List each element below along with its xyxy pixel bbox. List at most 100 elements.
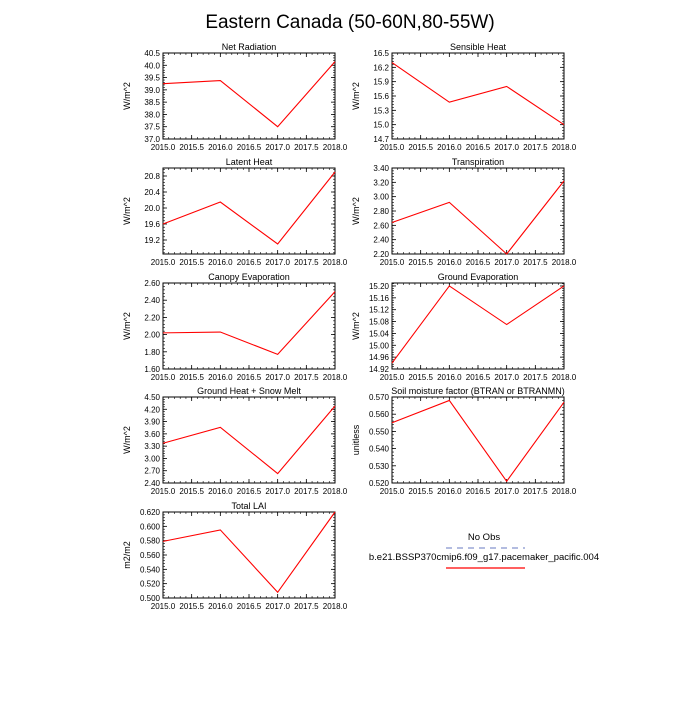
y-tick-label: 15.16 [369,294,390,303]
y-tick-label: 0.520 [140,580,161,589]
y-tick-label: 3.00 [144,454,160,463]
x-tick-label: 2017.0 [494,373,519,382]
x-tick-label: 2016.5 [466,373,491,382]
x-tick-label: 2015.0 [380,373,405,382]
x-tick-label: 2016.5 [237,602,262,611]
y-tick-label: 3.30 [144,442,160,451]
y-axis-label: W/m^2 [351,82,361,110]
y-tick-label: 19.2 [144,236,160,245]
x-tick-label: 2016.5 [466,487,491,496]
y-tick-label: 0.540 [140,565,161,574]
x-tick-label: 2017.5 [294,487,319,496]
y-tick-label: 14.7 [373,135,389,144]
x-tick-label: 2016.5 [237,258,262,267]
y-tick-label: 38.0 [144,110,160,119]
y-tick-label: 15.9 [373,78,389,87]
y-tick-label: 4.50 [144,393,160,402]
y-tick-label: 2.80 [373,207,389,216]
y-tick-label: 15.20 [369,282,390,291]
x-tick-label: 2016.0 [208,258,233,267]
panel-title: Ground Evaporation [438,272,519,282]
series-line [163,406,335,474]
y-tick-label: 0.550 [369,427,390,436]
y-tick-label: 40.0 [144,61,160,70]
y-tick-label: 16.5 [373,49,389,58]
y-tick-label: 0.620 [140,508,161,517]
x-tick-label: 2017.0 [494,487,519,496]
x-tick-label: 2015.0 [380,487,405,496]
x-tick-label: 2017.0 [265,487,290,496]
x-tick-label: 2015.0 [380,258,405,267]
plot-frame [163,512,335,598]
y-tick-label: 39.0 [144,86,160,95]
x-tick-label: 2016.0 [437,373,462,382]
panel-title: Sensible Heat [450,42,507,52]
series-line [163,292,335,355]
y-axis-label: W/m^2 [122,312,132,340]
y-axis-label: W/m^2 [122,82,132,110]
x-tick-label: 2015.5 [408,373,433,382]
panel-title: Net Radiation [222,42,277,52]
x-tick-label: 2015.0 [151,487,176,496]
y-tick-label: 1.60 [144,365,160,374]
series-line [392,400,564,481]
plot-frame [163,397,335,483]
x-tick-label: 2017.0 [265,602,290,611]
x-tick-label: 2015.0 [151,373,176,382]
y-tick-label: 2.40 [144,479,160,488]
x-tick-label: 2016.0 [437,487,462,496]
y-axis-label: W/m^2 [351,197,361,225]
x-tick-label: 2017.5 [294,373,319,382]
series-line [392,63,564,125]
x-tick-label: 2015.5 [179,258,204,267]
x-tick-label: 2017.5 [294,143,319,152]
y-tick-label: 2.60 [144,279,160,288]
x-tick-label: 2017.5 [294,258,319,267]
y-axis-label: W/m^2 [122,197,132,225]
panel-title: Transpiration [452,157,504,167]
series-line [392,286,564,363]
x-tick-label: 2016.5 [237,373,262,382]
y-axis-label: m2/m2 [122,541,132,569]
x-tick-label: 2018.0 [323,258,348,267]
x-tick-label: 2017.5 [523,487,548,496]
y-tick-label: 15.08 [369,318,390,327]
y-tick-label: 3.20 [373,178,389,187]
plot-frame [392,53,564,139]
y-tick-label: 20.4 [144,188,160,197]
x-tick-label: 2016.0 [437,143,462,152]
series-line [392,181,564,254]
y-tick-label: 2.20 [373,250,389,259]
x-tick-label: 2018.0 [552,373,577,382]
x-tick-label: 2015.5 [179,373,204,382]
y-tick-label: 0.580 [140,537,161,546]
y-tick-label: 37.0 [144,135,160,144]
y-tick-label: 15.3 [373,106,389,115]
y-tick-label: 15.12 [369,306,390,315]
x-tick-label: 2015.5 [408,258,433,267]
y-tick-label: 0.540 [369,445,390,454]
x-tick-label: 2018.0 [323,487,348,496]
x-tick-label: 2016.0 [208,602,233,611]
y-tick-label: 2.70 [144,467,160,476]
legend-obs-label: No Obs [468,532,500,543]
x-tick-label: 2017.0 [494,258,519,267]
y-tick-label: 0.560 [369,410,390,419]
y-tick-label: 2.40 [144,296,160,305]
y-tick-label: 3.40 [373,164,389,173]
y-tick-label: 2.20 [144,313,160,322]
y-tick-label: 0.530 [369,462,390,471]
x-tick-label: 2015.0 [151,602,176,611]
y-tick-label: 15.00 [369,341,390,350]
x-tick-label: 2017.5 [294,602,319,611]
x-tick-label: 2017.5 [523,258,548,267]
x-tick-label: 2018.0 [552,487,577,496]
y-tick-label: 14.96 [369,353,390,362]
plot-frame [163,283,335,369]
x-tick-label: 2017.0 [265,258,290,267]
x-tick-label: 2016.0 [208,373,233,382]
x-tick-label: 2018.0 [323,602,348,611]
